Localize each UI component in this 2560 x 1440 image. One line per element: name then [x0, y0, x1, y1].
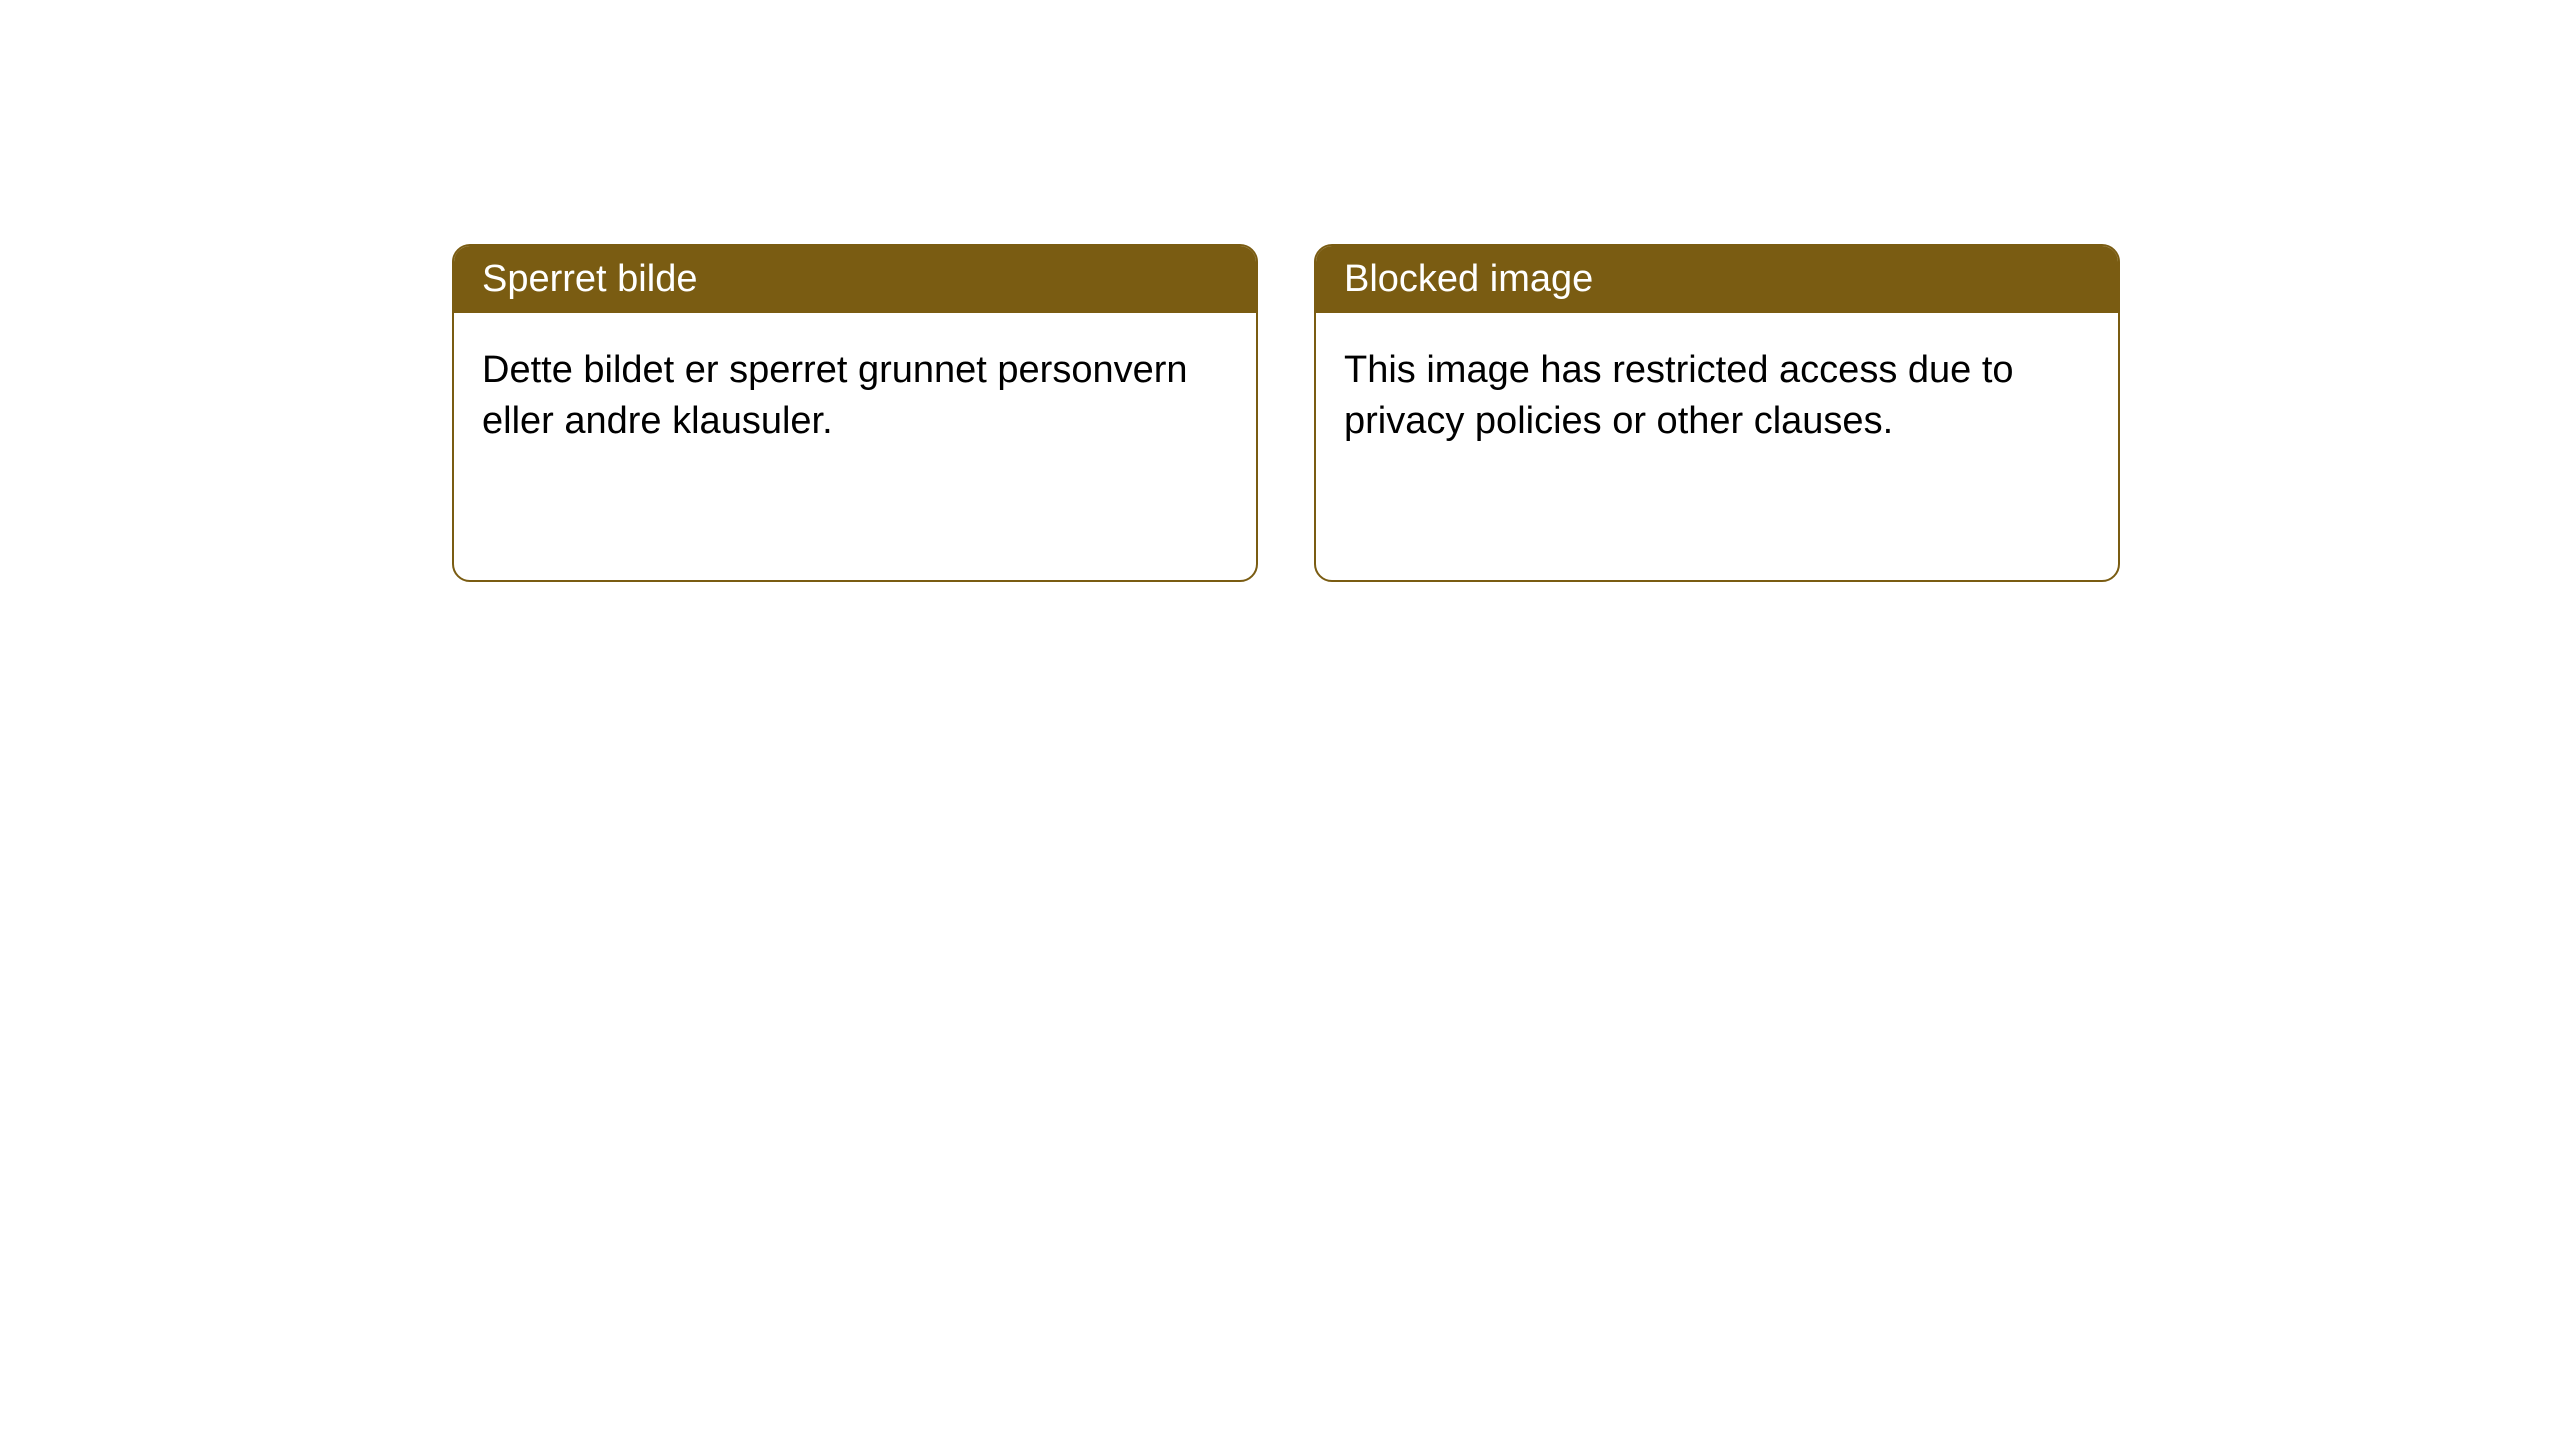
- card-header-english: Blocked image: [1316, 246, 2118, 313]
- card-body-text-english: This image has restricted access due to …: [1344, 349, 2014, 442]
- blocked-image-card-english: Blocked image This image has restricted …: [1314, 244, 2120, 582]
- card-body-text-norwegian: Dette bildet er sperret grunnet personve…: [482, 349, 1188, 442]
- card-header-norwegian: Sperret bilde: [454, 246, 1256, 313]
- card-body-english: This image has restricted access due to …: [1316, 313, 2118, 480]
- card-title-norwegian: Sperret bilde: [482, 258, 697, 300]
- blocked-image-card-norwegian: Sperret bilde Dette bildet er sperret gr…: [452, 244, 1258, 582]
- notice-cards-row: Sperret bilde Dette bildet er sperret gr…: [0, 0, 2560, 582]
- card-body-norwegian: Dette bildet er sperret grunnet personve…: [454, 313, 1256, 480]
- card-title-english: Blocked image: [1344, 258, 1593, 300]
